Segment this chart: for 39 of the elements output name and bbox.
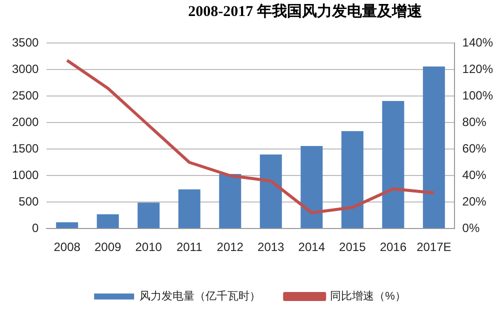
y-tick-label: 3000 (12, 62, 40, 76)
y2-tick-label: 100% (462, 88, 494, 102)
x-tick-label: 2008 (54, 240, 81, 254)
y-tick-label: 0 (32, 220, 40, 235)
y-tick-label: 3500 (12, 36, 40, 50)
bar (56, 222, 78, 228)
bar (138, 202, 160, 228)
x-tick-label: 2011 (176, 240, 203, 254)
chart-title: 2008-2017 年我国风力发电量及增速 (187, 2, 423, 21)
bar (341, 131, 364, 228)
y-tick-label: 1000 (12, 168, 40, 182)
y2-tick-label: 0% (462, 220, 480, 235)
legend-label: 同比增速（%） (330, 290, 406, 303)
y-tick-label: 2500 (12, 88, 40, 102)
x-tick-label: 2009 (94, 240, 122, 254)
x-tick-label: 2013 (258, 240, 285, 254)
y-tick-label: 1500 (12, 141, 40, 156)
legend-label: 风力发电量（亿千瓦时） (140, 290, 261, 303)
x-tick-label: 2017E (416, 240, 452, 254)
x-tick-label: 2015 (339, 240, 366, 254)
bar (219, 174, 242, 228)
bar (260, 154, 282, 228)
y2-tick-label: 40% (462, 168, 487, 182)
y2-tick-label: 20% (462, 194, 487, 208)
x-tick-label: 2016 (380, 240, 407, 254)
y2-tick-label: 80% (462, 114, 487, 129)
y2-tick-label: 140% (462, 36, 494, 50)
bar (300, 146, 323, 228)
bar (96, 214, 119, 228)
y-tick-label: 2000 (12, 114, 40, 129)
y2-tick-label: 60% (462, 141, 487, 156)
bar (178, 189, 200, 228)
x-tick-label: 2014 (298, 240, 326, 254)
bar (382, 100, 404, 228)
x-tick-label: 2012 (216, 240, 244, 254)
x-tick-label: 2010 (135, 240, 162, 254)
y2-tick-label: 120% (462, 62, 494, 76)
bar (422, 66, 445, 228)
y-tick-label: 500 (18, 194, 40, 208)
